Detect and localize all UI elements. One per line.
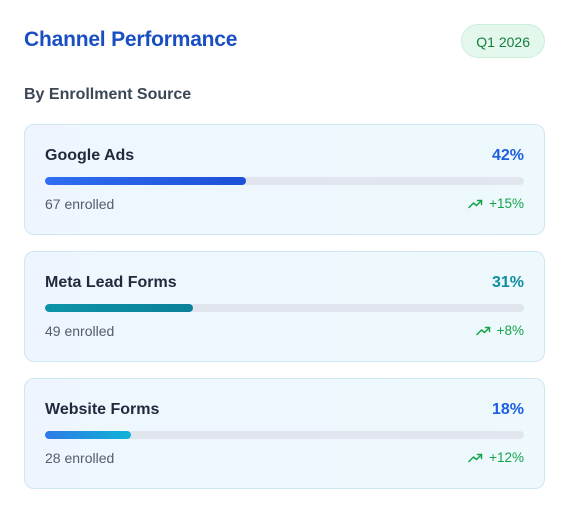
channel-percent: 18% [491, 401, 524, 418]
progress-fill [45, 177, 247, 185]
trend-indicator: +15% [468, 196, 524, 211]
trending-up-icon [468, 199, 483, 208]
trend-indicator: +8% [475, 323, 524, 338]
progress-fill [45, 304, 194, 312]
progress-fill [45, 431, 132, 439]
channel-card-website-forms: Website Forms 18% 28 enrolled +12% [24, 378, 545, 489]
channel-card-meta-lead-forms: Meta Lead Forms 31% 49 enrolled +8% [24, 251, 545, 362]
enrolled-count: 49 enrolled [45, 323, 115, 339]
progress-track [45, 431, 524, 439]
channel-card-google-ads: Google Ads 42% 67 enrolled +15% [24, 124, 545, 235]
progress-track [45, 177, 524, 185]
trend-indicator: +12% [468, 450, 524, 465]
trend-value: +12% [489, 450, 524, 465]
trend-value: +8% [496, 323, 524, 338]
page-title: Channel Performance [24, 28, 238, 51]
section-subtitle: By Enrollment Source [24, 86, 192, 103]
enrolled-count: 28 enrolled [45, 450, 115, 466]
channel-percent: 42% [491, 147, 524, 164]
channel-name: Meta Lead Forms [45, 274, 177, 291]
channel-list: Google Ads 42% 67 enrolled +15% Meta Lea… [24, 124, 545, 505]
period-badge: Q1 2026 [461, 24, 545, 58]
trend-value: +15% [489, 196, 524, 211]
trending-up-icon [475, 326, 490, 335]
progress-track [45, 304, 524, 312]
enrolled-count: 67 enrolled [45, 196, 115, 212]
card-header: Channel Performance Q1 2026 [24, 24, 545, 58]
channel-name: Google Ads [45, 147, 135, 164]
channel-name: Website Forms [45, 401, 160, 418]
channel-percent: 31% [491, 274, 524, 291]
trending-up-icon [468, 453, 483, 462]
